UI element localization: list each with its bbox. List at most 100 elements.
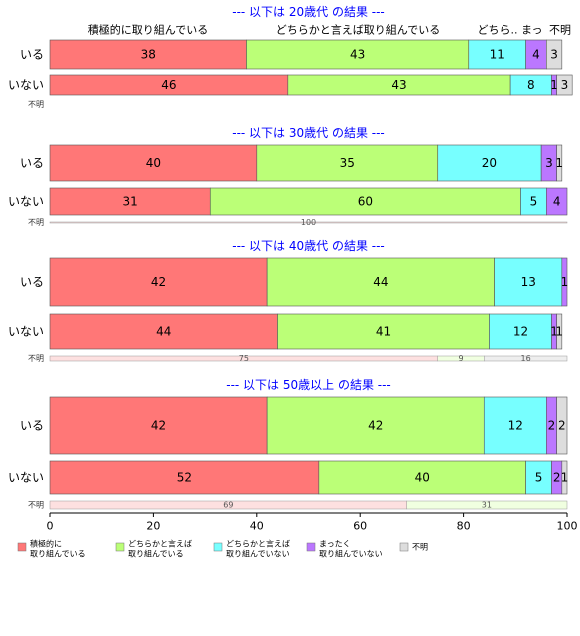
data-label: 11 — [490, 48, 505, 62]
legend-label: 積極的に — [30, 539, 62, 549]
data-label: 42 — [151, 419, 166, 433]
row-label: いない — [8, 471, 44, 485]
legend-label: 不明 — [412, 543, 428, 552]
legend-label: まったく — [319, 540, 351, 549]
x-tick-label: 20 — [146, 520, 160, 533]
row-label: いる — [20, 48, 44, 62]
data-label: 5 — [535, 471, 543, 485]
row-label: いる — [20, 419, 44, 433]
unknown-data-label: 100 — [301, 218, 316, 227]
data-label: 43 — [350, 48, 365, 62]
row-label: いない — [8, 195, 44, 209]
bar-segment — [49, 313, 278, 350]
unknown-bar-segment — [49, 221, 568, 224]
unknown-bar-segment — [406, 500, 568, 510]
data-label: 43 — [391, 78, 406, 92]
unknown-data-label: 75 — [239, 354, 249, 363]
data-label: 3 — [550, 48, 558, 62]
bar-segment — [556, 313, 563, 350]
bar-segment — [246, 39, 470, 70]
unknown-data-label: 31 — [482, 501, 492, 510]
bar-segment — [468, 39, 526, 70]
legend-swatch — [399, 542, 409, 552]
top-category-label: 積極的に取り組んでいる — [88, 23, 208, 37]
bar-segment — [49, 257, 268, 307]
data-label: 44 — [373, 275, 388, 289]
data-label: 20 — [482, 156, 497, 170]
bar-segment — [49, 396, 268, 455]
top-category-label: 不明 — [549, 24, 571, 37]
data-label: 41 — [376, 325, 391, 339]
bar-segment — [266, 257, 495, 307]
data-label: 46 — [161, 78, 176, 92]
bar-segment — [520, 187, 547, 216]
bar-segment — [494, 257, 563, 307]
data-label: 42 — [368, 419, 383, 433]
data-label: 2 — [553, 471, 561, 485]
bar-segment — [266, 396, 485, 455]
bar-segment — [561, 460, 568, 495]
bar-segment — [561, 257, 568, 307]
data-label: 52 — [177, 471, 192, 485]
data-label: 13 — [521, 275, 536, 289]
bar-segment — [556, 144, 563, 182]
x-tick-label: 0 — [47, 520, 54, 533]
bar-segment — [489, 313, 552, 350]
legend-swatch — [17, 542, 27, 552]
x-tick-label: 60 — [353, 520, 367, 533]
panel-title: --- 以下は 40歳代 の結果 --- — [232, 239, 385, 253]
data-label: 5 — [530, 195, 538, 209]
bar-segment — [556, 74, 573, 96]
data-label: 31 — [122, 195, 137, 209]
legend-swatch — [213, 542, 223, 552]
data-label: 1 — [555, 325, 563, 339]
legend-swatch — [306, 542, 316, 552]
panel-title: --- 以下は 30歳代 の結果 --- — [232, 126, 385, 140]
x-tick-label: 100 — [557, 520, 578, 533]
data-label: 12 — [513, 325, 528, 339]
data-label: 42 — [151, 275, 166, 289]
legend-swatch — [115, 542, 125, 552]
data-label: 40 — [415, 471, 430, 485]
legend-label: 取り組んでいない — [226, 549, 290, 559]
bar-segment — [318, 460, 526, 495]
bar-segment — [546, 39, 563, 70]
x-tick-label: 40 — [250, 520, 264, 533]
unknown-data-label: 9 — [458, 354, 463, 363]
data-label: 44 — [156, 325, 171, 339]
legend-label: 取り組んでいない — [319, 549, 383, 559]
bar-segment — [49, 460, 320, 495]
data-label: 40 — [146, 156, 161, 170]
data-label: 35 — [340, 156, 355, 170]
bar-segment — [483, 396, 547, 455]
data-label: 4 — [532, 48, 540, 62]
data-label: 1 — [550, 325, 558, 339]
unknown-data-label: 16 — [521, 354, 531, 363]
bar-segment — [525, 460, 552, 495]
bar-segment — [437, 144, 542, 182]
row-label: いない — [8, 78, 44, 92]
data-label: 2 — [548, 419, 556, 433]
bar-segment — [256, 144, 439, 182]
legend-label: 取り組んでいる — [30, 549, 86, 559]
data-label: 60 — [358, 195, 373, 209]
unknown-bar-segment — [484, 355, 568, 362]
bar-segment — [277, 313, 490, 350]
data-label: 1 — [555, 156, 563, 170]
bar-segment — [546, 187, 568, 216]
data-label: 1 — [561, 275, 569, 289]
unknown-data-label: 69 — [223, 501, 233, 510]
x-tick-label: 80 — [457, 520, 471, 533]
unknown-row-label: 不明 — [28, 218, 44, 227]
data-label: 3 — [545, 156, 553, 170]
data-label: 1 — [561, 471, 569, 485]
data-label: 4 — [553, 195, 561, 209]
top-category-label: どちらかと言えば取り組んでいる — [276, 24, 440, 37]
bar-segment — [49, 187, 211, 216]
legend-label: どちらかと言えば — [128, 539, 192, 549]
legend-label: 取り組んでいる — [128, 549, 184, 559]
row-label: いない — [8, 325, 44, 339]
data-label: 12 — [508, 419, 523, 433]
data-label: 3 — [561, 78, 569, 92]
